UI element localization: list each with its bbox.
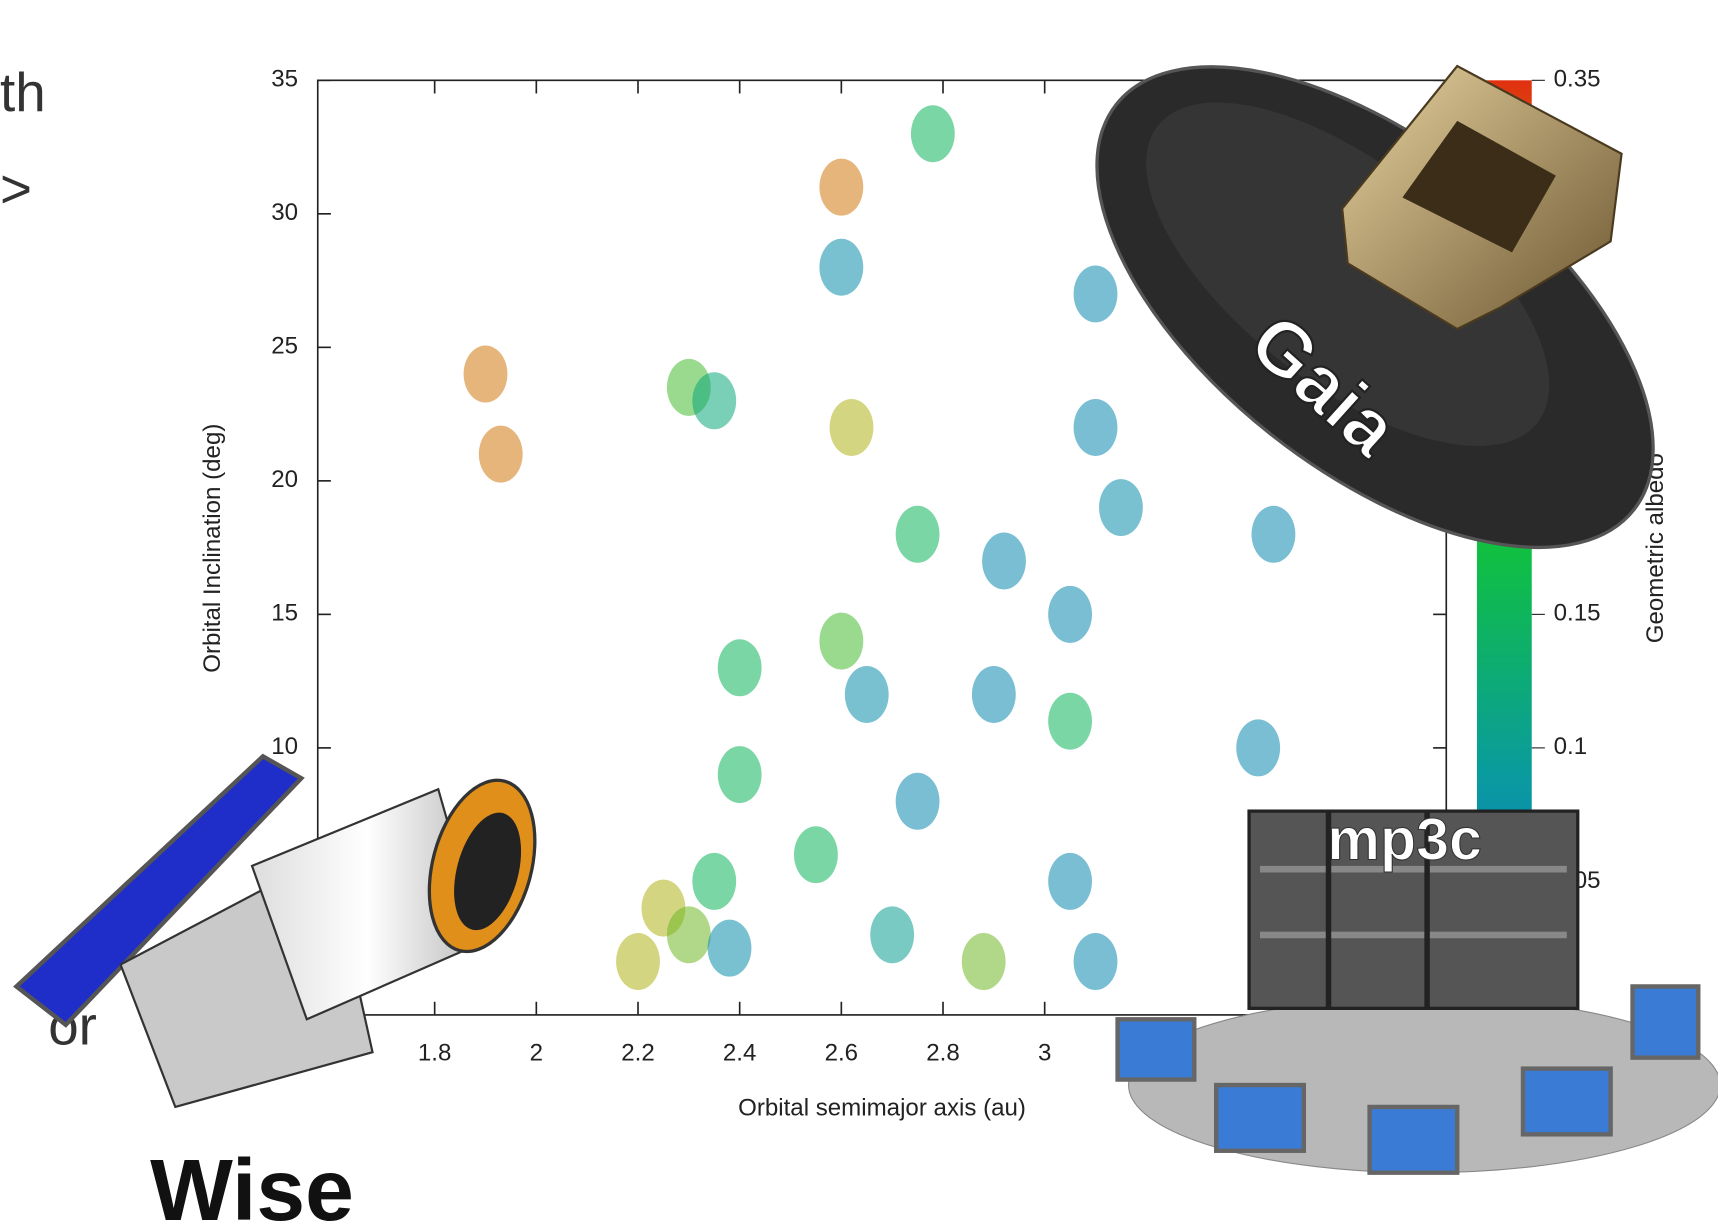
point bbox=[616, 933, 660, 990]
point bbox=[1048, 586, 1092, 643]
x-axis-label: Orbital semimajor axis (au) bbox=[738, 1095, 1026, 1122]
point bbox=[1252, 506, 1296, 563]
x-tick-label: 2.2 bbox=[621, 1040, 655, 1067]
x-tick-label: 2.8 bbox=[926, 1040, 960, 1067]
point bbox=[845, 666, 889, 723]
y-tick-label: 35 bbox=[271, 66, 298, 93]
y-tick-label: 30 bbox=[271, 199, 298, 226]
point bbox=[1074, 933, 1118, 990]
point bbox=[1236, 719, 1280, 776]
colorbar-tick-label: 0.35 bbox=[1554, 66, 1601, 93]
point bbox=[911, 105, 955, 162]
slide-text: th bbox=[0, 61, 46, 123]
point bbox=[479, 426, 523, 483]
slide: th > or Orbital semimajor axis (au) Orbi… bbox=[0, 0, 1718, 1230]
point bbox=[896, 506, 940, 563]
point bbox=[896, 773, 940, 830]
point bbox=[1099, 479, 1143, 536]
point bbox=[1048, 853, 1092, 910]
point bbox=[982, 532, 1026, 589]
point bbox=[1074, 399, 1118, 456]
x-tick-label: 2.6 bbox=[825, 1040, 859, 1067]
colorbar-tick-label: 0.1 bbox=[1554, 733, 1588, 760]
point bbox=[692, 372, 736, 429]
x-tick-label: 2.4 bbox=[723, 1040, 756, 1067]
point bbox=[692, 853, 736, 910]
y-tick-label: 20 bbox=[271, 466, 298, 493]
point bbox=[708, 920, 752, 977]
point bbox=[830, 399, 874, 456]
x-tick-label: 1.8 bbox=[418, 1040, 451, 1067]
point bbox=[962, 933, 1006, 990]
y-tick-label: 15 bbox=[271, 600, 298, 627]
point bbox=[1048, 693, 1092, 750]
point bbox=[464, 346, 508, 403]
point bbox=[667, 906, 711, 963]
point bbox=[819, 613, 863, 670]
wise-label: Wise bbox=[150, 1141, 354, 1230]
point bbox=[972, 666, 1016, 723]
colorbar-tick-label: 0.15 bbox=[1554, 600, 1601, 627]
y-axis-label: Orbital Inclination (deg) bbox=[199, 424, 226, 673]
point bbox=[870, 906, 914, 963]
y-tick-label: 25 bbox=[271, 333, 298, 360]
point bbox=[794, 826, 838, 883]
point bbox=[819, 159, 863, 216]
slide-text: > bbox=[0, 158, 32, 220]
x-tick-label: 3 bbox=[1038, 1040, 1051, 1067]
point bbox=[1074, 265, 1118, 322]
point bbox=[819, 239, 863, 296]
x-tick-label: 2 bbox=[530, 1040, 543, 1067]
y-tick-label: 10 bbox=[271, 733, 298, 760]
point bbox=[718, 639, 762, 696]
point bbox=[718, 746, 762, 803]
mp3c-label: mp3c bbox=[1327, 806, 1482, 873]
